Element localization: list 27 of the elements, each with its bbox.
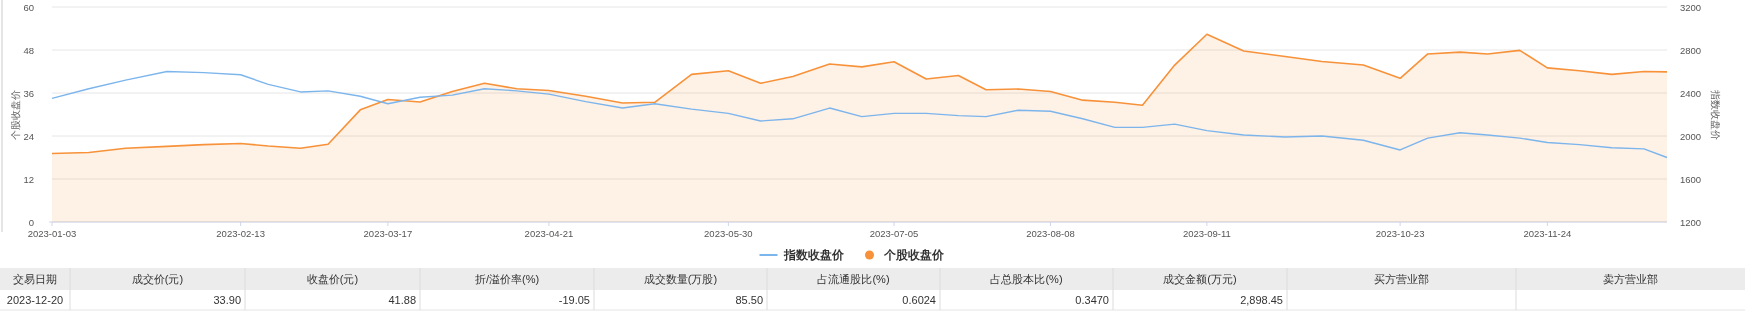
y-tick-label: 60 xyxy=(23,1,34,13)
y-tick-label: 24 xyxy=(23,130,34,142)
x-tick-label: 2023-11-24 xyxy=(1523,228,1572,239)
x-tick-label: 2023-01-03 xyxy=(27,228,77,239)
legend-label: 指数收盘价 xyxy=(782,248,845,262)
x-tick-label: 2023-09-11 xyxy=(1182,228,1231,239)
y2-tick-label: 2400 xyxy=(1680,87,1702,99)
y2-tick-label: 2800 xyxy=(1680,44,1702,56)
legend-label: 个股收盘价 xyxy=(882,248,945,262)
x-tick-label: 2023-03-17 xyxy=(363,228,413,239)
x-tick-label: 2023-08-08 xyxy=(1026,228,1075,239)
y-tick-label: 0 xyxy=(28,216,34,228)
x-tick-label: 2023-04-21 xyxy=(524,228,574,239)
y-axis-title: 个股收盘价 xyxy=(10,89,21,140)
y-tick-label: 36 xyxy=(23,87,34,99)
y2-tick-label: 1200 xyxy=(1680,216,1702,228)
y2-axis-title: 指数收盘价 xyxy=(1710,88,1721,140)
x-tick-label: 2023-02-13 xyxy=(216,228,265,239)
x-tick-label: 2023-05-30 xyxy=(704,228,753,239)
table: 交易日期 成交价(元) 收盘价(元) 折/溢价率(%) 成交数量(万股) 占流通股比(%) 占总股本比(%) 成交金额(万元) 买方营业部 卖方营业部 2023-12-20 33.90 41.88 -19.05 85.50 0.6024 0.3470 2,898.45 xyxy=(0,267,1745,311)
y2-tick-label: 3200 xyxy=(1680,1,1702,13)
y2-tick-label: 2000 xyxy=(1680,130,1702,142)
y2-tick-label: 1600 xyxy=(1680,173,1702,185)
y-tick-label: 12 xyxy=(23,173,34,185)
x-tick-label: 2023-10-23 xyxy=(1375,228,1425,239)
x-tick-label: 2023-07-05 xyxy=(869,228,919,239)
y-tick-label: 48 xyxy=(23,44,34,56)
